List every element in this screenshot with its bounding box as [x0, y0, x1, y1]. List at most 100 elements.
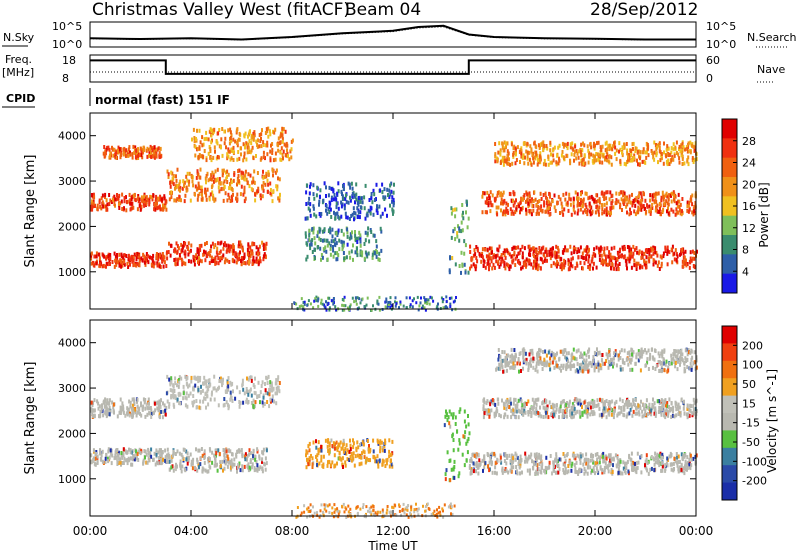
range-gate-cell	[574, 466, 577, 471]
range-gate-cell	[505, 461, 508, 466]
range-gate-cell	[257, 138, 259, 143]
range-gate-cell	[265, 461, 268, 466]
range-gate-cell	[307, 462, 310, 467]
range-gate-cell	[138, 153, 141, 158]
range-gate-cell	[215, 453, 217, 458]
range-gate-cell	[549, 140, 552, 145]
range-gate-cell	[633, 197, 636, 202]
range-gate-cell	[578, 469, 581, 474]
range-gate-cell	[222, 377, 224, 382]
range-gate-cell	[265, 375, 268, 380]
range-gate-cell	[606, 190, 609, 195]
range-gate-cell	[640, 194, 643, 199]
range-gate-cell	[153, 207, 156, 212]
range-gate-cell	[223, 179, 226, 184]
range-gate-cell	[678, 156, 681, 161]
range-gate-cell	[514, 457, 517, 462]
range-gate-cell	[103, 145, 106, 149]
range-gate-cell	[155, 401, 158, 406]
nsearch-label: N.Search	[747, 31, 797, 44]
range-gate-cell	[185, 391, 188, 396]
range-gate-cell	[259, 196, 262, 201]
range-gate-cell	[217, 256, 220, 261]
range-gate-cell	[597, 198, 599, 203]
range-gate-cell	[571, 141, 574, 146]
range-gate-cell	[502, 199, 505, 204]
station-title: Christmas Valley West (fitACF)	[92, 0, 350, 20]
range-gate-cell	[353, 463, 356, 468]
range-gate-cell	[232, 178, 235, 183]
power-heatmap	[90, 126, 698, 312]
range-gate-cell	[383, 444, 386, 449]
range-gate-cell	[567, 208, 570, 213]
range-gate-cell	[566, 141, 569, 146]
range-gate-cell	[325, 308, 328, 312]
noise-tick-right-low: 10^0	[706, 38, 736, 51]
range-gate-cell	[210, 259, 213, 264]
range-gate-cell	[315, 193, 318, 198]
range-gate-cell	[617, 267, 620, 272]
range-gate-cell	[194, 184, 197, 189]
range-gate-cell	[663, 141, 665, 146]
range-gate-cell	[679, 202, 682, 207]
range-gate-cell	[317, 451, 320, 456]
range-gate-cell	[171, 176, 174, 181]
range-gate-cell	[328, 241, 331, 246]
range-gate-cell	[334, 243, 337, 248]
range-gate-cell	[585, 457, 588, 462]
range-gate-cell	[505, 145, 507, 150]
range-gate-cell	[245, 397, 248, 402]
range-gate-cell	[451, 256, 454, 260]
range-gate-cell	[128, 145, 131, 150]
range-gate-cell	[264, 182, 267, 187]
range-gate-cell	[343, 206, 346, 211]
range-gate-cell	[126, 261, 129, 266]
range-gate-cell	[608, 262, 611, 267]
range-gate-cell	[244, 261, 247, 266]
range-gate-cell	[351, 296, 354, 300]
range-gate-cell	[508, 252, 511, 257]
range-gate-cell	[256, 449, 259, 454]
range-gate-cell	[488, 252, 491, 257]
range-gate-cell	[626, 195, 628, 200]
range-gate-cell	[264, 467, 267, 472]
range-gate-cell	[209, 192, 212, 197]
range-gate-cell	[591, 209, 594, 214]
range-gate-cell	[204, 242, 206, 247]
range-gate-cell	[132, 258, 135, 263]
range-gate-cell	[541, 246, 544, 251]
range-gate-cell	[272, 158, 275, 163]
range-gate-cell	[190, 375, 193, 380]
range-gate-cell	[541, 260, 544, 265]
range-gate-cell	[205, 130, 208, 135]
range-gate-cell	[196, 468, 199, 473]
range-gate-cell	[381, 445, 384, 450]
range-gate-cell	[321, 255, 324, 260]
range-gate-cell	[151, 148, 154, 153]
range-gate-cell	[208, 260, 211, 265]
range-gate-cell	[108, 412, 111, 417]
range-gate-cell	[168, 459, 171, 464]
range-gate-cell	[663, 201, 666, 206]
range-gate-cell	[324, 438, 327, 443]
range-gate-cell	[640, 207, 643, 212]
range-gate-cell	[625, 197, 628, 202]
range-gate-cell	[96, 203, 99, 208]
range-gate-cell	[155, 194, 158, 199]
range-gate-cell	[658, 202, 661, 206]
range-gate-cell	[542, 193, 545, 197]
range-gate-cell	[668, 162, 671, 166]
range-gate-cell	[228, 195, 231, 200]
range-gate-cell	[146, 460, 149, 465]
freq-tick-left-high: 18	[62, 54, 76, 67]
range-gate-cell	[250, 141, 253, 146]
range-gate-cell	[246, 454, 249, 459]
range-gate-cell	[538, 452, 541, 457]
range-gate-cell	[262, 257, 265, 262]
range-gate-cell	[532, 199, 535, 203]
range-gate-cell	[337, 181, 340, 186]
range-gate-cell	[519, 247, 522, 252]
range-gate-cell	[166, 399, 169, 404]
range-gate-cell	[501, 145, 504, 150]
range-gate-cell	[216, 468, 219, 473]
